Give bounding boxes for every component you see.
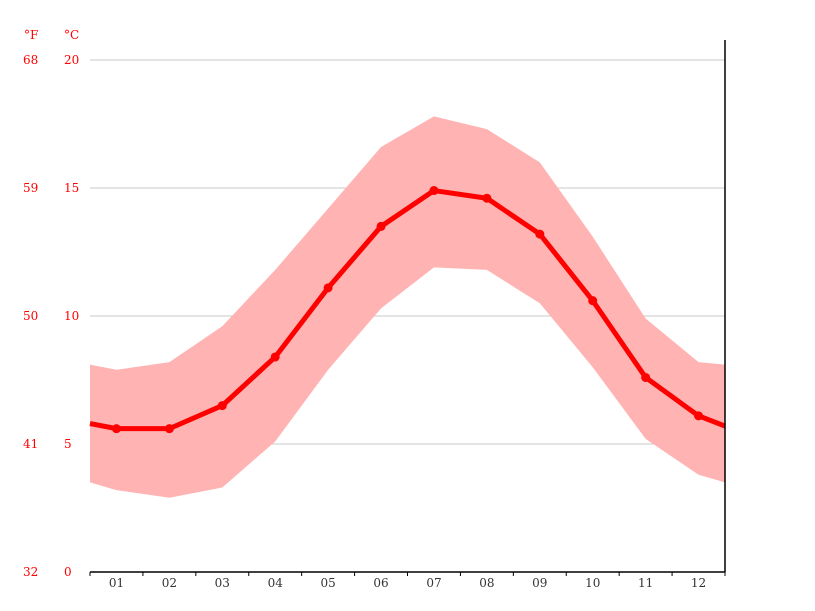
data-point xyxy=(217,401,227,411)
x-tick-label: 03 xyxy=(215,576,230,590)
fahrenheit-tick-label: 32 xyxy=(23,565,38,579)
x-tick-label: 12 xyxy=(691,576,706,590)
data-point xyxy=(588,296,598,306)
celsius-tick-label: 10 xyxy=(64,309,79,323)
fahrenheit-tick-label: 59 xyxy=(23,181,38,195)
data-points xyxy=(111,186,704,434)
x-tick-label: 07 xyxy=(426,576,441,590)
data-point xyxy=(482,193,492,203)
data-point xyxy=(641,372,651,382)
x-tick-label: 09 xyxy=(532,576,547,590)
x-tick-label: 02 xyxy=(162,576,177,590)
celsius-tick-label: 15 xyxy=(64,181,79,195)
fahrenheit-unit-label: °F xyxy=(24,28,38,42)
data-point xyxy=(694,411,704,421)
x-tick-label: 04 xyxy=(268,576,284,590)
data-point xyxy=(270,352,280,362)
x-tick-label: 08 xyxy=(479,576,494,590)
data-point xyxy=(535,229,545,239)
fahrenheit-tick-label: 41 xyxy=(23,437,38,451)
celsius-unit-label: °C xyxy=(64,28,79,42)
x-tick-label: 01 xyxy=(109,576,124,590)
x-tick-label: 05 xyxy=(320,576,335,590)
x-axis-ticks: 01 02 03 04 05 06 07 08 09 10 11 12 xyxy=(89,572,726,590)
y-axis-labels: 0 32 5 41 10 50 15 59 20 68 xyxy=(23,53,79,579)
fahrenheit-tick-label: 68 xyxy=(23,53,38,67)
temperature-range-band xyxy=(90,116,725,498)
data-point xyxy=(164,424,174,434)
celsius-tick-label: 20 xyxy=(64,53,79,67)
average-temperature-line xyxy=(89,188,726,432)
data-point xyxy=(429,186,439,196)
x-tick-label: 11 xyxy=(638,576,653,590)
fahrenheit-tick-label: 50 xyxy=(23,309,38,323)
x-tick-label: 10 xyxy=(585,576,600,590)
x-tick-label: 06 xyxy=(373,576,388,590)
data-point xyxy=(323,283,333,293)
data-point xyxy=(376,221,386,231)
data-point xyxy=(111,424,121,434)
celsius-tick-label: 0 xyxy=(64,565,72,579)
celsius-tick-label: 5 xyxy=(64,437,72,451)
